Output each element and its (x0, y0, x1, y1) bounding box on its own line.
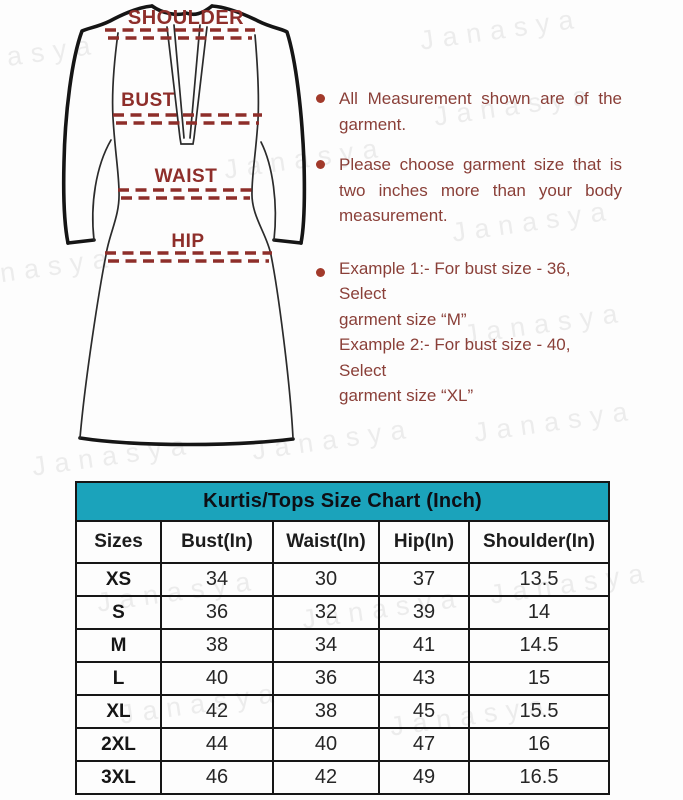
note-text: Please choose garment size that is two i… (339, 155, 622, 225)
size-cell: XS (75, 562, 162, 597)
table-cell: 38 (160, 628, 274, 663)
hip-dash-line (105, 251, 272, 263)
table-cell: 13.5 (468, 562, 610, 597)
table-title-row: Kurtis/Tops Size Chart (Inch) (75, 481, 610, 522)
bullet-dot (316, 267, 325, 277)
garment-sleeve-left-inner (91, 139, 112, 241)
column-header-shoulder: Shoulder(In) (468, 520, 610, 564)
table-cell: 16 (468, 727, 610, 762)
size-cell: 2XL (75, 727, 162, 762)
shoulder-dash-line (105, 28, 255, 40)
note-text: All Measurement shown are of the garment… (339, 89, 622, 134)
size-cell: S (75, 595, 162, 630)
bust-label: BUST (121, 90, 175, 111)
garment-neckline (150, 4, 214, 17)
garment-body-left-seam (79, 32, 120, 439)
table-cell: 38 (272, 694, 380, 729)
table-cell: 39 (378, 595, 470, 630)
column-header-hip: Hip(In) (378, 520, 470, 564)
table-cell: 16.5 (468, 760, 610, 795)
table-row: M 38 34 41 14.5 (75, 628, 610, 663)
garment-cuff-right (272, 238, 303, 245)
shoulder-label: SHOULDER (128, 7, 244, 29)
garment-placket (166, 24, 208, 145)
table-row: L 40 36 43 15 (75, 661, 610, 696)
table-header-row: Sizes Bust(In) Waist(In) Hip(In) Shoulde… (75, 520, 610, 564)
table-cell: 36 (272, 661, 380, 696)
table-cell: 32 (272, 595, 380, 630)
note-line: Example 2:- For bust size - 40, Select (339, 335, 571, 380)
table-cell: 34 (272, 628, 380, 663)
garment-sleeve-right-inner (260, 141, 277, 241)
table-cell: 34 (160, 562, 274, 597)
table-cell: 40 (160, 661, 274, 696)
measurement-notes: All Measurement shown are of the garment… (312, 86, 622, 424)
garment-body-right-seam (251, 34, 294, 439)
table-cell: 47 (378, 727, 470, 762)
table-cell: 40 (272, 727, 380, 762)
column-header-waist: Waist(In) (272, 520, 380, 564)
hip-label: HIP (171, 231, 204, 252)
column-header-sizes: Sizes (75, 520, 162, 564)
table-cell: 30 (272, 562, 380, 597)
note-line: garment size “M” (339, 309, 467, 329)
table-cell: 49 (378, 760, 470, 795)
table-cell: 45 (378, 694, 470, 729)
table-cell: 46 (160, 760, 274, 795)
garment-cuff-left (66, 238, 96, 245)
garment-outline-right (210, 4, 307, 245)
garment-diagram: SHOULDER BUST WAIST HIP (61, 4, 307, 447)
bust-dash-line (113, 113, 262, 125)
table-cell: 14.5 (468, 628, 610, 663)
bullet-dot (316, 160, 325, 169)
table-row: XL 42 38 45 15.5 (75, 694, 610, 729)
note-item: Please choose garment size that is two i… (312, 152, 622, 229)
table-cell: 42 (272, 760, 380, 795)
note-line: Example 1:- For bust size - 36, Select (339, 258, 571, 304)
garment-outline-left (61, 4, 154, 245)
note-item: All Measurement shown are of the garment… (312, 86, 622, 137)
size-chart-table: Kurtis/Tops Size Chart (Inch) Sizes Bust… (75, 481, 610, 795)
table-row: XS 34 30 37 13.5 (75, 562, 610, 597)
table-cell: 15.5 (468, 694, 610, 729)
note-line: garment size “XL” (339, 386, 474, 405)
table-cell: 37 (378, 562, 470, 597)
bullet-dot (316, 94, 325, 103)
watermark-text: Janasya (418, 3, 585, 56)
waist-dash-line (118, 188, 253, 200)
table-row: S 36 32 39 14 (75, 595, 610, 630)
note-item: Example 1:- For bust size - 36, Select g… (312, 256, 622, 409)
table-row: 3XL 46 42 49 16.5 (75, 760, 610, 795)
table-cell: 42 (160, 694, 274, 729)
garment-hem (78, 436, 295, 447)
size-cell: 3XL (75, 760, 162, 795)
waist-label: WAIST (155, 166, 218, 187)
table-cell: 15 (468, 661, 610, 696)
table-title: Kurtis/Tops Size Chart (Inch) (75, 481, 610, 522)
table-cell: 43 (378, 661, 470, 696)
table-cell: 44 (160, 727, 274, 762)
size-cell: M (75, 628, 162, 663)
size-cell: XL (75, 694, 162, 729)
table-cell: 36 (160, 595, 274, 630)
table-cell: 41 (378, 628, 470, 663)
table-cell: 14 (468, 595, 610, 630)
size-cell: L (75, 661, 162, 696)
table-row: 2XL 44 40 47 16 (75, 727, 610, 762)
column-header-bust: Bust(In) (160, 520, 274, 564)
